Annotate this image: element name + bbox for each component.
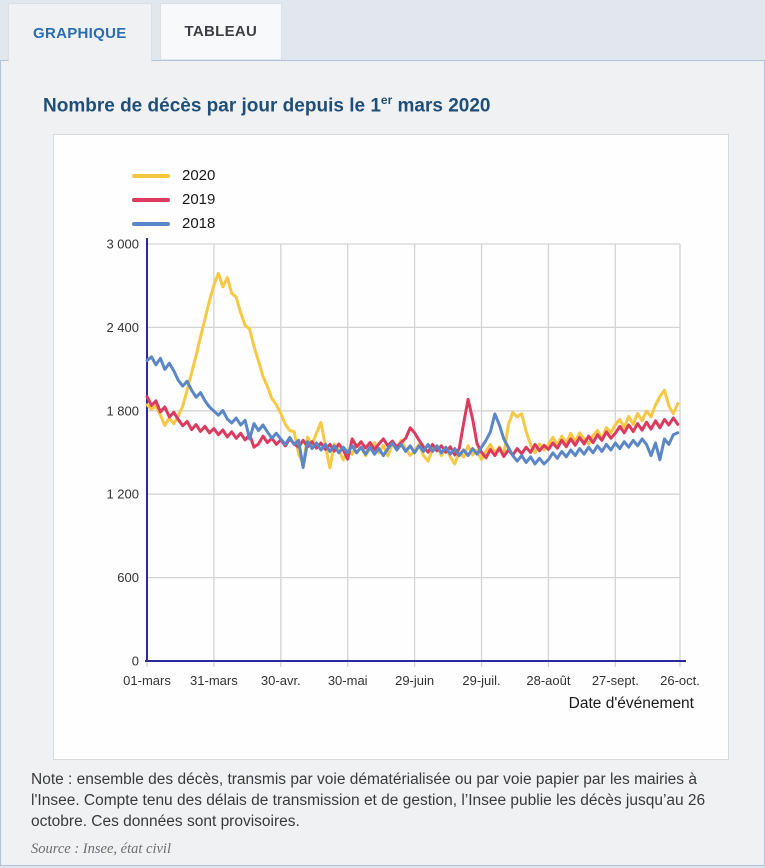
x-tick-label: 31-mars [190, 673, 238, 688]
y-tick-label: 1 800 [106, 404, 139, 419]
legend-label: 2020 [182, 167, 216, 185]
legend-swatch-2018 [132, 221, 170, 226]
legend-label: 2019 [182, 191, 216, 209]
y-tick-label: 600 [117, 570, 139, 585]
chart-note: Note : ensemble des décès, transmis par … [31, 771, 706, 831]
y-tick-label: 0 [132, 654, 139, 669]
x-tick-label: 28-août [526, 673, 570, 688]
line-chart: 0 600 1 200 1 800 2 400 3 000 01-mars 31-mars 30… [106, 238, 700, 712]
tab-bar: GRAPHIQUE TABLEAU [0, 0, 765, 62]
legend-swatch-2020 [132, 173, 170, 178]
tab-graphique[interactable]: GRAPHIQUE [8, 3, 152, 62]
x-tick-label: 27-sept. [592, 673, 639, 688]
legend-item-2019[interactable]: 2019 [132, 191, 728, 208]
legend-item-2020[interactable]: 2020 [132, 167, 728, 184]
x-tick-label: 26-oct. [660, 673, 700, 688]
legend-swatch-2019 [132, 197, 170, 202]
x-tick-label: 30-mai [328, 673, 368, 688]
x-tick-label: 30-avr. [261, 673, 301, 688]
legend-label: 2018 [182, 215, 216, 233]
y-tick-label: 1 200 [106, 487, 139, 502]
series-line-2018[interactable] [145, 355, 680, 470]
series-line-2020[interactable] [145, 272, 680, 470]
x-tick-label: 01-mars [123, 673, 171, 688]
content-panel: Nombre de décès par jour depuis le 1er m… [0, 60, 765, 866]
x-axis-title: Date d'événement [569, 695, 695, 712]
x-tick-label: 29-juil. [462, 673, 500, 688]
chart-legend: 2020 2019 2018 [132, 167, 728, 232]
x-tick-label: 29-juin [395, 673, 434, 688]
tab-tableau[interactable]: TABLEAU [159, 3, 283, 59]
chart-card: 2020 2019 2018 0 600 1 200 1 800 2 400 3 000 01-… [53, 134, 729, 761]
legend-item-2018[interactable]: 2018 [132, 215, 728, 232]
y-tick-label: 3 000 [106, 238, 139, 252]
series-line-2019[interactable] [145, 395, 680, 462]
chart-source: Source : Insee, état civil [31, 841, 171, 858]
page-title: Nombre de décès par jour depuis le 1er m… [43, 93, 491, 117]
y-tick-label: 2 400 [106, 320, 139, 335]
